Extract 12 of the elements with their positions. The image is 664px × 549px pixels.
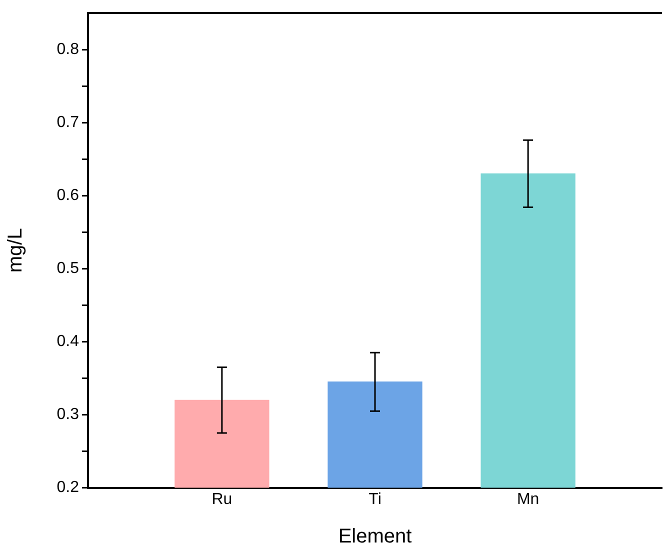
- y-tick-label: 0.4: [56, 333, 80, 350]
- x-tick-label: Mn: [516, 490, 540, 508]
- y-tick-label: 0.7: [56, 114, 80, 131]
- x-tick-label: Ti: [368, 490, 382, 508]
- x-axis-title: Element: [338, 526, 412, 548]
- y-tick-label: 0.6: [56, 187, 80, 204]
- y-tick-label: 0.2: [56, 479, 80, 496]
- x-tick-label: Ru: [212, 490, 232, 508]
- y-tick-label: 0.3: [56, 406, 80, 424]
- y-tick-label: 0.8: [56, 40, 80, 58]
- y-axis-title: mg/L: [4, 228, 27, 273]
- y-tick-label: 0.5: [56, 260, 80, 278]
